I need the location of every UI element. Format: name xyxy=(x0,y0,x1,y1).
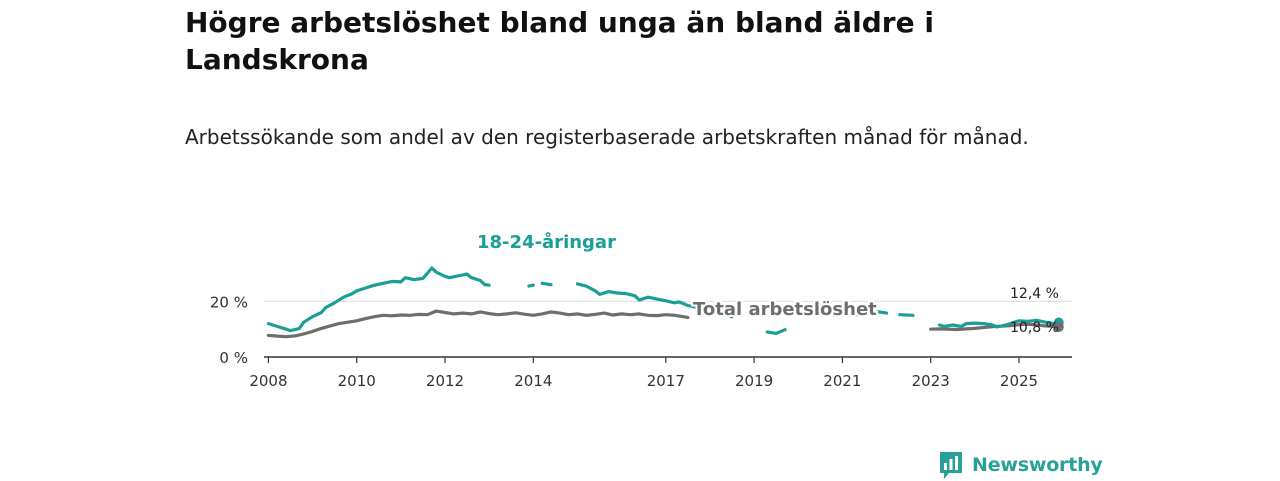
x-tick-label: 2017 xyxy=(647,372,685,390)
axis-layer: 0 % 20 % 2008 2010 2012 2014 2017 2019 2021 2023 2… xyxy=(210,293,1072,390)
youth-series-line xyxy=(832,310,867,317)
youth-series-label: 18-24-åringar xyxy=(477,231,616,253)
youth-end-value-label: 12,4 % xyxy=(1010,286,1059,302)
x-tick-label: 2023 xyxy=(912,372,950,390)
x-tick-label: 2008 xyxy=(249,372,287,390)
chart-subtitle: Arbetssökande som andel av den registerb… xyxy=(185,125,1029,149)
x-tick-label: 2012 xyxy=(426,372,464,390)
total-end-marker xyxy=(1053,321,1064,332)
youth-series-line xyxy=(575,282,734,319)
brand-name: Newsworthy xyxy=(972,454,1103,476)
total-end-value-label: 10,8 % xyxy=(1010,320,1059,336)
y-tick-label: 20 % xyxy=(210,293,248,311)
newsworthy-logo-icon xyxy=(940,452,962,479)
youth-series-line xyxy=(898,313,915,317)
series-layer xyxy=(266,266,1064,339)
newsworthy-brand[interactable]: Newsworthy xyxy=(938,449,1103,481)
x-tick-label: 2021 xyxy=(823,372,861,390)
youth-series-line xyxy=(876,310,889,315)
y-tick-label: 0 % xyxy=(219,349,248,367)
total-series-label: Total arbetslöshet xyxy=(693,299,877,320)
x-tick-label: 2025 xyxy=(1000,372,1038,390)
youth-series-line xyxy=(540,281,553,287)
total-series-line xyxy=(266,309,690,339)
chart-title: Högre arbetslöshet bland unga än bland ä… xyxy=(185,6,934,76)
youth-series-line xyxy=(527,283,535,288)
youth-series-line xyxy=(937,318,1061,329)
label-layer: 18-24-åringar Total arbetslöshet 12,4 % 10,… xyxy=(475,229,1059,336)
youth-series-line xyxy=(266,266,491,333)
x-tick-label: 2010 xyxy=(338,372,376,390)
x-tick-label: 2014 xyxy=(514,372,552,390)
youth-series-line xyxy=(765,328,787,335)
x-tick-label: 2019 xyxy=(735,372,773,390)
